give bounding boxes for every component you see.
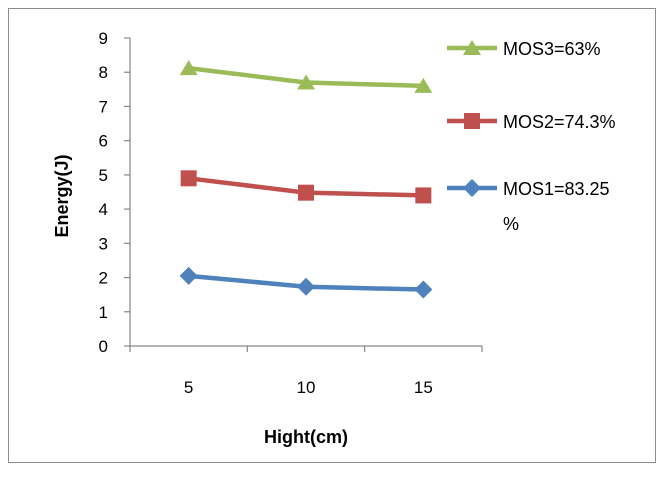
y-tick-label: 7 [99, 97, 108, 116]
legend-item: MOS2=74.3% [447, 112, 616, 132]
y-tick-label: 6 [99, 132, 108, 151]
data-point [297, 277, 315, 296]
y-tick-label: 4 [99, 200, 108, 219]
y-tick-label: 8 [99, 63, 108, 82]
data-point [298, 184, 314, 201]
y-axis-title: Energy(J) [52, 154, 72, 237]
legend: MOS3=63% MOS2=74.3% MOS1=83.25% [447, 39, 616, 234]
series-1 [179, 60, 433, 93]
data-point [414, 280, 433, 299]
data-point [297, 74, 315, 90]
x-axis-ticks: 5 10 15 [129, 346, 483, 397]
legend-item: MOS3=63% [447, 39, 601, 59]
y-tick-label: 0 [99, 337, 108, 356]
data-point [180, 170, 197, 187]
x-tick-label: 5 [184, 378, 193, 397]
y-tick-label: 1 [99, 303, 108, 322]
legend-marker [463, 40, 481, 55]
legend-label: MOS2=74.3% [503, 112, 616, 132]
series-2 [180, 170, 432, 204]
legend-label: MOS1=83.25 [503, 179, 610, 199]
legend-label: MOS3=63% [503, 39, 601, 59]
data-point [179, 60, 198, 76]
x-tick-label: 15 [414, 378, 433, 397]
legend-item: MOS1=83.25% [447, 179, 610, 234]
y-tick-label: 3 [99, 234, 108, 253]
x-tick-label: 10 [297, 378, 316, 397]
y-axis-ticks: 0 1 2 3 4 5 6 7 8 9 [99, 29, 130, 356]
y-tick-label: 5 [99, 166, 108, 185]
series-layer [179, 60, 433, 299]
y-tick-label: 2 [99, 269, 108, 288]
legend-label: % [503, 214, 519, 234]
data-point [179, 266, 198, 285]
data-point [415, 187, 432, 204]
x-axis-title: Hight(cm) [264, 427, 348, 447]
legend-marker [463, 179, 481, 197]
data-point [414, 77, 433, 93]
series-3 [179, 266, 433, 299]
legend-marker [464, 113, 480, 129]
y-tick-label: 9 [99, 29, 108, 48]
